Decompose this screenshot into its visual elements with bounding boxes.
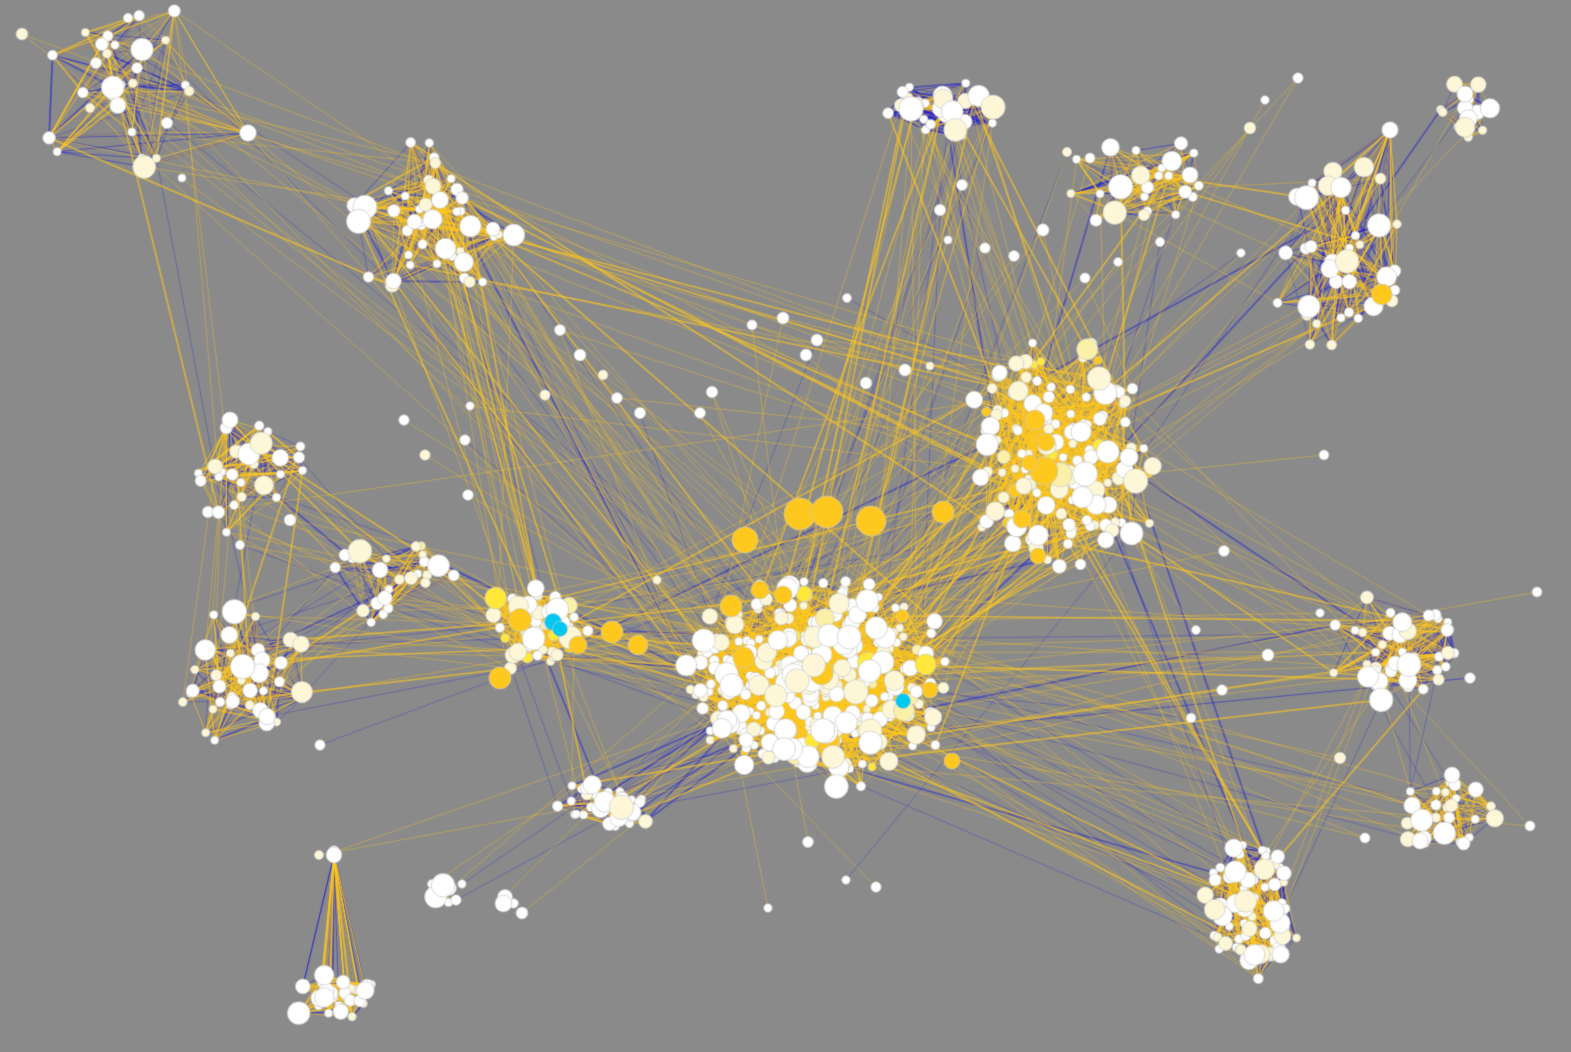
network-graph-canvas[interactable] (0, 0, 1571, 1052)
network-graph-visualization[interactable] (0, 0, 1571, 1052)
